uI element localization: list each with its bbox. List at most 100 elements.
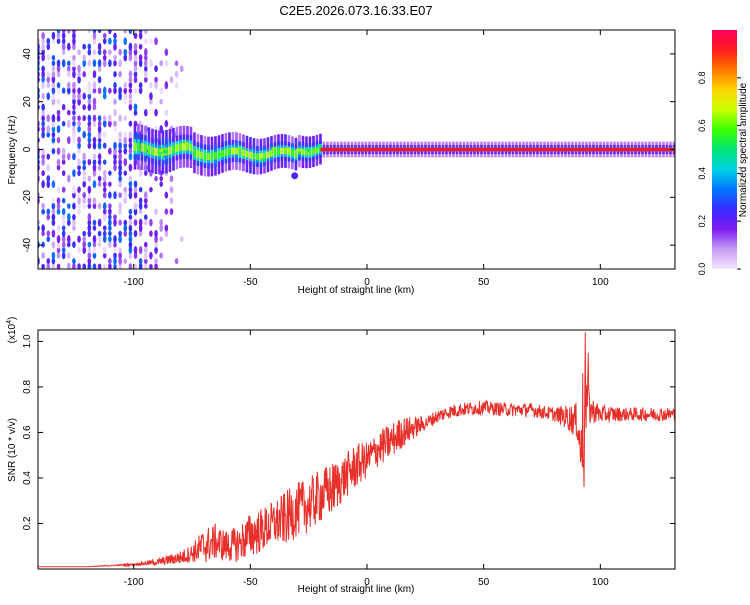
heatmap-cell	[128, 180, 133, 188]
heatmap-cell	[128, 76, 133, 84]
heatmap-cell	[61, 49, 66, 56]
heatmap-band	[312, 148, 315, 155]
heatmap-cell	[82, 203, 86, 209]
heatmap-cell	[77, 148, 81, 154]
heatmap-cell	[72, 218, 76, 227]
colorbar-tick-label: 0.6	[697, 119, 707, 132]
heatmap-band	[263, 152, 266, 160]
heatmap-band	[175, 144, 179, 152]
heatmap-cell	[87, 81, 92, 90]
heatmap-cell	[138, 218, 143, 227]
heatmap-cell	[67, 213, 71, 222]
heatmap-cell	[92, 37, 97, 45]
heatmap-cell	[159, 252, 163, 259]
heatmap-cell	[102, 252, 107, 259]
heatmap-blob	[316, 144, 322, 148]
heatmap-cell	[41, 125, 45, 133]
heatmap-cell	[92, 246, 97, 254]
heatmap-band	[259, 153, 263, 160]
heatmap-cell	[118, 251, 122, 260]
heatmap-cell	[92, 180, 97, 189]
snr-xtick-label: 100	[592, 577, 609, 588]
heatmap-cell	[82, 158, 86, 166]
heatmap-cell	[51, 92, 56, 101]
heatmap-cell	[41, 81, 45, 90]
heatmap-band	[308, 149, 312, 156]
colorbar-label: Normalized spectral amplitude	[738, 82, 749, 217]
heatmap-cell	[102, 235, 107, 243]
heatmap-cell	[87, 247, 92, 253]
heatmap-band	[203, 152, 207, 160]
heatmap-cell	[108, 241, 112, 249]
heatmap-cell	[159, 60, 163, 67]
heatmap-cell	[82, 240, 86, 249]
heatmap-cell	[97, 125, 102, 134]
heatmap-band	[168, 146, 172, 155]
heatmap-cell	[41, 54, 45, 62]
heatmap-cell	[61, 32, 66, 40]
heatmap-blob	[236, 147, 242, 151]
heatmap-cell	[72, 70, 76, 79]
heatmap-cell	[149, 264, 153, 269]
heatmap-cell	[144, 219, 148, 226]
heatmap-cell	[56, 109, 61, 116]
heatmap-cell	[82, 180, 86, 188]
heatmap-cell	[149, 251, 153, 260]
heatmap-cell	[87, 120, 92, 127]
heatmap-band	[249, 151, 252, 159]
heatmap-cell	[77, 92, 81, 100]
heatmap-cell	[138, 59, 143, 68]
heatmap-cell	[108, 59, 112, 67]
heatmap-cell	[67, 153, 71, 161]
heatmap-panel: -100 -50 0 50 100 -40 -20 0 20 40 Height of strai…	[7, 29, 676, 296]
heatmap-cell	[123, 87, 128, 94]
heatmap-cell	[87, 203, 92, 209]
heatmap-cell	[87, 86, 92, 95]
heatmap-cell	[67, 65, 71, 72]
heatmap-cell	[102, 130, 107, 139]
heatmap-cell	[118, 170, 122, 177]
heatmap-cell	[61, 186, 66, 193]
heatmap-cell	[102, 169, 107, 177]
heatmap-cell	[56, 147, 61, 156]
heatmap-cell	[102, 230, 107, 237]
heatmap-cell	[51, 263, 56, 269]
heatmap-cell	[108, 30, 112, 35]
heatmap-cell	[72, 202, 76, 210]
heatmap-cell	[72, 213, 76, 221]
heatmap-cell	[56, 158, 61, 166]
heatmap-cell	[102, 181, 107, 188]
heatmap-cell	[133, 219, 138, 227]
heatmap-cell	[118, 180, 122, 188]
heatmap-cell	[128, 208, 133, 215]
heatmap-cell	[41, 70, 45, 79]
heatmap-cell	[56, 252, 61, 259]
heatmap-cell	[128, 93, 133, 100]
heatmap-cell	[108, 147, 112, 155]
heatmap-cell	[51, 114, 56, 123]
heatmap-cell	[179, 236, 184, 243]
heatmap-cell	[102, 187, 107, 193]
heatmap-cell	[133, 49, 138, 56]
heatmap-cell	[67, 262, 71, 269]
heatmap-cell	[67, 70, 71, 78]
heatmap-band	[137, 142, 140, 151]
heatmap-cell	[118, 141, 122, 150]
snr-yscale-close: )	[7, 317, 18, 320]
heatmap-cell	[56, 225, 61, 232]
heatmap-cell	[41, 32, 45, 40]
heatmap-cell	[92, 203, 97, 210]
heatmap-cell	[144, 65, 148, 72]
heatmap-cell	[46, 163, 51, 172]
heatmap-cell	[113, 247, 117, 254]
heatmap-cell	[51, 213, 56, 221]
heatmap-cell	[102, 159, 107, 165]
heatmap-cell	[102, 86, 107, 95]
heatmap-cell	[72, 258, 76, 265]
heatmap-cell	[97, 241, 102, 248]
heatmap-cell	[123, 197, 128, 204]
heatmap-cell	[51, 71, 56, 78]
heatmap-band	[210, 152, 214, 161]
heatmap-cell	[82, 230, 86, 237]
heatmap-cell	[144, 76, 148, 83]
